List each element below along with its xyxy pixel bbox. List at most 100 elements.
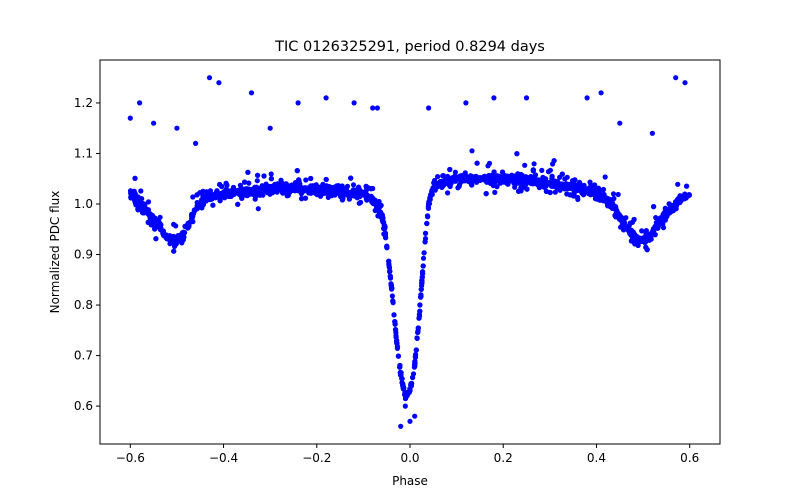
data-point	[254, 190, 260, 196]
data-point	[206, 75, 213, 81]
data-point	[552, 189, 558, 195]
data-point	[369, 196, 375, 202]
data-point	[358, 199, 364, 205]
data-point	[364, 192, 370, 198]
data-point	[447, 166, 453, 173]
data-point	[575, 194, 581, 201]
data-point	[195, 201, 201, 207]
data-point	[514, 151, 520, 157]
y-tick-label: 0.7	[74, 349, 93, 363]
data-point	[566, 182, 572, 188]
data-point	[265, 190, 271, 196]
data-point	[210, 202, 216, 208]
data-point	[247, 187, 253, 193]
data-point	[476, 175, 482, 181]
data-point	[546, 169, 552, 175]
data-point	[602, 174, 608, 180]
data-point	[137, 100, 143, 106]
data-point	[621, 217, 627, 223]
data-point	[469, 148, 475, 154]
data-point	[651, 204, 657, 210]
data-point	[421, 250, 427, 256]
data-point	[323, 185, 330, 191]
data-point	[308, 175, 314, 182]
data-point	[435, 174, 441, 180]
data-point	[404, 393, 410, 399]
data-point	[173, 223, 179, 229]
x-tick-label: −0.4	[209, 451, 238, 465]
data-point	[292, 184, 298, 190]
data-point	[650, 228, 656, 234]
data-point	[267, 125, 273, 131]
data-point	[415, 325, 421, 331]
data-point	[193, 140, 199, 146]
chart-title: TIC 0126325291, period 0.8294 days	[274, 39, 545, 55]
data-point	[635, 239, 642, 245]
data-point	[386, 261, 392, 267]
data-point	[268, 176, 274, 182]
data-point	[420, 263, 426, 269]
data-point	[295, 100, 301, 106]
data-point	[530, 167, 536, 173]
data-point	[582, 187, 588, 193]
data-point	[132, 175, 138, 181]
data-point	[261, 173, 267, 179]
data-point	[383, 235, 389, 241]
data-point	[343, 187, 349, 193]
data-point	[422, 239, 428, 245]
data-point	[577, 183, 583, 189]
data-point	[643, 233, 649, 239]
data-points	[127, 75, 693, 429]
data-point	[418, 294, 424, 300]
data-point	[179, 230, 185, 236]
data-point	[655, 222, 661, 228]
data-point	[425, 214, 431, 220]
data-point	[323, 95, 329, 101]
data-point	[607, 196, 613, 202]
data-point	[551, 158, 557, 164]
data-point	[216, 80, 222, 86]
data-point	[673, 75, 679, 81]
y-tick-label: 1.1	[74, 146, 93, 160]
data-point	[328, 192, 334, 198]
data-point	[522, 185, 528, 191]
data-point	[387, 273, 393, 279]
data-point	[489, 172, 495, 178]
data-point	[400, 382, 406, 388]
data-point	[223, 180, 229, 186]
data-point	[153, 236, 159, 242]
data-point	[532, 172, 539, 178]
data-point	[351, 100, 357, 106]
data-point	[629, 219, 636, 225]
data-point	[483, 191, 489, 197]
data-point	[445, 190, 451, 196]
data-point	[499, 174, 505, 180]
data-point	[389, 293, 395, 299]
data-point	[239, 195, 245, 201]
data-point	[522, 162, 528, 168]
data-point	[374, 105, 380, 111]
data-point	[156, 222, 162, 228]
data-point	[548, 179, 554, 185]
data-point	[657, 215, 664, 221]
data-point	[639, 228, 645, 234]
data-point	[368, 186, 374, 192]
data-point	[350, 182, 357, 188]
data-point	[194, 206, 200, 212]
data-point	[251, 185, 257, 191]
data-point	[662, 205, 669, 211]
data-point	[140, 210, 146, 216]
data-point	[571, 187, 577, 193]
data-point	[246, 180, 252, 186]
data-point	[190, 194, 196, 200]
data-point	[675, 181, 681, 187]
data-point	[129, 192, 135, 198]
data-point	[492, 189, 498, 195]
data-point	[598, 90, 604, 96]
data-point	[240, 191, 246, 197]
data-point	[204, 197, 210, 203]
data-point	[572, 177, 578, 183]
y-tick-label: 0.6	[74, 399, 93, 413]
data-point	[170, 238, 176, 244]
